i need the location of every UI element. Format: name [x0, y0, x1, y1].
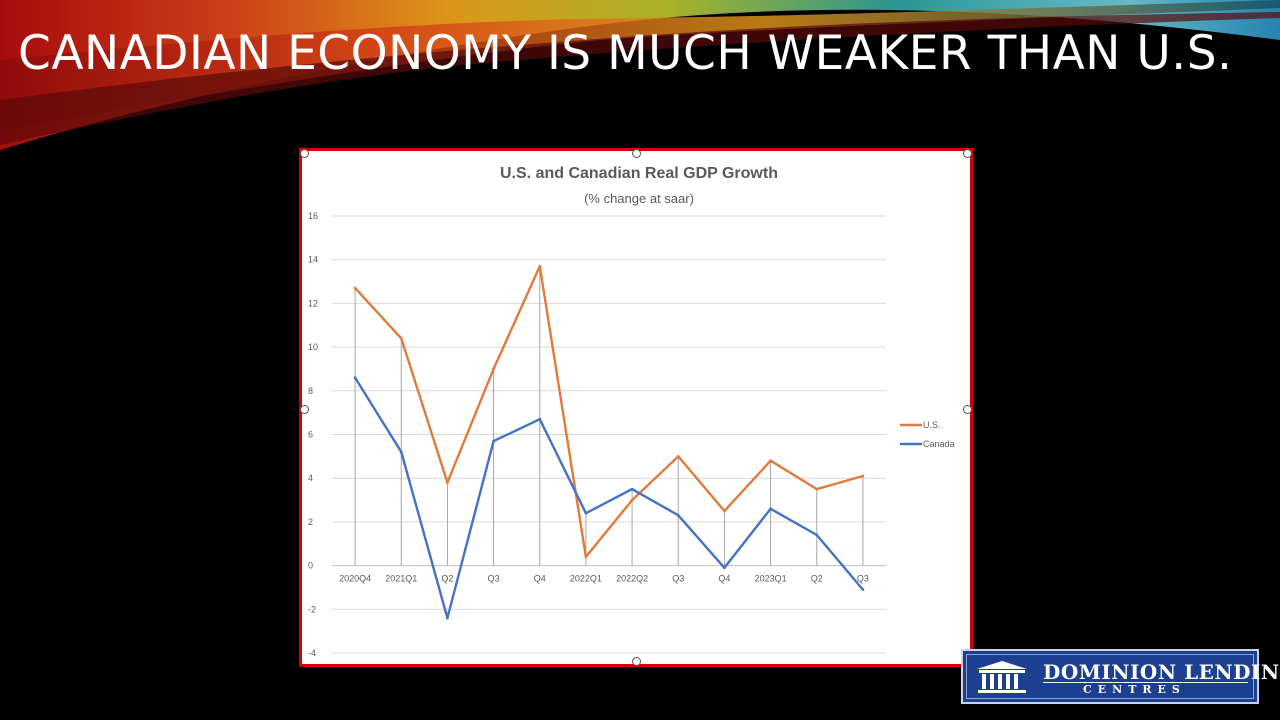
data-point	[353, 376, 357, 380]
legend-label: Canada	[923, 439, 955, 449]
x-tick-label: 2022Q2	[616, 574, 648, 584]
data-point	[353, 286, 357, 290]
data-point	[861, 588, 865, 592]
series-line-canada	[354, 377, 864, 620]
y-tick-label: 10	[308, 342, 318, 352]
data-point	[538, 264, 542, 268]
data-point	[399, 336, 403, 340]
slide-title: CANADIAN ECONOMY IS MUCH WEAKER THAN U.S…	[18, 26, 1233, 81]
x-tick-label: Q3	[488, 574, 500, 584]
x-tick-label: 2022Q1	[570, 574, 602, 584]
resize-handle-middle-right[interactable]	[963, 405, 972, 414]
series-line-us	[354, 265, 864, 559]
y-tick-label: -4	[308, 648, 316, 658]
logo-divider	[1043, 682, 1248, 683]
data-point	[538, 417, 542, 421]
x-tick-label: 2023Q1	[755, 574, 787, 584]
x-tick-label: 2020Q4	[339, 574, 371, 584]
data-point	[584, 511, 588, 515]
data-point	[815, 487, 819, 491]
resize-handle-top-right[interactable]	[963, 149, 972, 158]
y-tick-label: 8	[308, 386, 313, 396]
resize-handle-top-left[interactable]	[300, 149, 309, 158]
logo-name: DOMINION LENDING	[1043, 660, 1280, 684]
building-columns-icon	[977, 661, 1027, 693]
data-point	[584, 555, 588, 559]
data-point	[769, 507, 772, 511]
chart-subtitle: (% change at saar)	[584, 191, 694, 206]
data-point	[446, 481, 449, 484]
data-point	[399, 450, 403, 454]
data-point	[676, 513, 680, 517]
data-point	[492, 439, 495, 443]
y-tick-label: 16	[308, 211, 318, 221]
dominion-lending-logo: DOMINION LENDING CENTRES	[961, 649, 1280, 704]
resize-handle-bottom-center[interactable]	[632, 657, 641, 666]
data-point	[446, 616, 449, 620]
data-point	[723, 509, 726, 513]
x-tick-label: Q2	[441, 574, 453, 584]
decorative-swoosh	[0, 0, 1280, 150]
legend-label: U.S.	[923, 420, 941, 430]
resize-handle-top-center[interactable]	[632, 149, 641, 158]
chart-title: U.S. and Canadian Real GDP Growth	[500, 165, 778, 182]
x-tick-label: Q2	[811, 574, 823, 584]
y-tick-label: 12	[308, 298, 318, 308]
data-point	[815, 533, 819, 537]
data-point	[630, 487, 634, 491]
x-tick-label: Q4	[718, 574, 730, 584]
resize-handle-middle-left[interactable]	[300, 405, 309, 414]
y-tick-label: 6	[308, 430, 313, 440]
data-point	[630, 498, 634, 502]
logo-subtitle: CENTRES	[1083, 683, 1186, 696]
data-point	[769, 459, 772, 463]
y-tick-label: 0	[308, 561, 313, 571]
data-point	[676, 454, 680, 458]
x-tick-label: 2021Q1	[385, 574, 417, 584]
y-tick-label: 14	[308, 255, 318, 265]
data-point	[492, 367, 495, 371]
y-tick-label: -2	[308, 604, 316, 614]
x-tick-label: Q4	[534, 574, 546, 584]
data-point	[861, 474, 865, 478]
data-point	[723, 566, 726, 570]
chart-frame[interactable]: U.S. and Canadian Real GDP Growth (% cha…	[299, 148, 973, 667]
x-tick-label: Q3	[672, 574, 684, 584]
y-tick-label: 4	[308, 473, 313, 483]
x-tick-label: Q3	[857, 574, 869, 584]
y-tick-label: 2	[308, 517, 313, 527]
gdp-line-chart: U.S. and Canadian Real GDP Growth (% cha…	[308, 165, 955, 658]
